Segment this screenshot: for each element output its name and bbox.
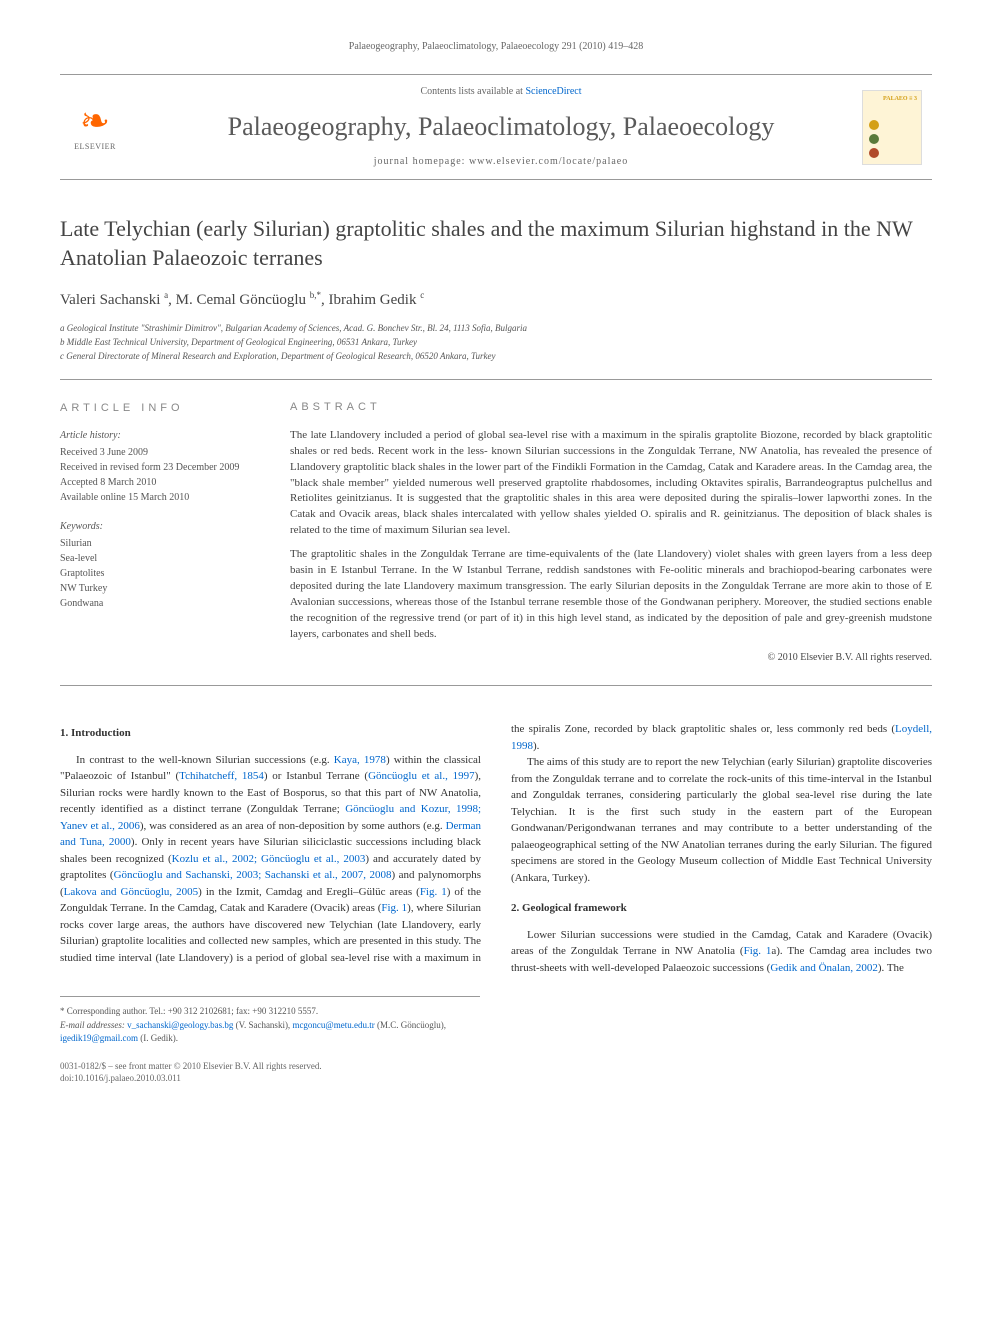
abstract-paragraph: The late Llandovery included a period of…	[290, 428, 932, 540]
affiliation: c General Directorate of Mineral Researc…	[60, 349, 932, 363]
text-run: ).	[533, 740, 539, 752]
cover-dots	[869, 120, 879, 158]
abstract-heading: ABSTRACT	[290, 400, 932, 416]
footer-copyright: 0031-0182/$ – see front matter © 2010 El…	[60, 1060, 932, 1073]
journal-name: Palaeogeography, Palaeoclimatology, Pala…	[160, 109, 842, 145]
text-run: ) or Istanbul Terrane (	[264, 770, 368, 782]
homepage-url[interactable]: www.elsevier.com/locate/palaeo	[469, 156, 628, 167]
masthead-center: Contents lists available at ScienceDirec…	[160, 85, 842, 169]
figure-link[interactable]: Fig. 1	[744, 945, 772, 957]
citation-link[interactable]: Kaya, 1978	[334, 754, 386, 766]
article-title: Late Telychian (early Silurian) graptoli…	[60, 215, 932, 272]
affiliation: a Geological Institute "Strashimir Dimit…	[60, 321, 932, 335]
figure-link[interactable]: Fig. 1	[420, 886, 447, 898]
sciencedirect-link[interactable]: ScienceDirect	[525, 86, 581, 97]
email-name: (I. Gedik).	[138, 1033, 178, 1043]
email-addresses: E-mail addresses: v_sachanski@geology.ba…	[60, 1019, 480, 1046]
contents-line: Contents lists available at ScienceDirec…	[160, 85, 842, 99]
homepage-prefix: journal homepage:	[374, 156, 469, 167]
corresponding-author: * Corresponding author. Tel.: +90 312 21…	[60, 1005, 480, 1019]
elsevier-label: ELSEVIER	[74, 141, 116, 152]
article-info: ARTICLE INFO Article history: Received 3…	[60, 400, 260, 666]
running-head: Palaeogeography, Palaeoclimatology, Pala…	[60, 40, 932, 54]
history-item: Received in revised form 23 December 200…	[60, 460, 260, 475]
keyword: Graptolites	[60, 566, 260, 581]
history-label: Article history:	[60, 428, 260, 443]
info-abstract-row: ARTICLE INFO Article history: Received 3…	[60, 400, 932, 687]
keyword: Sea-level	[60, 551, 260, 566]
email-label: E-mail addresses:	[60, 1020, 127, 1030]
journal-masthead: ❧ ELSEVIER Contents lists available at S…	[60, 74, 932, 180]
history-item: Accepted 8 March 2010	[60, 475, 260, 490]
keyword: NW Turkey	[60, 581, 260, 596]
cover-dot	[869, 120, 879, 130]
keywords: Keywords: Silurian Sea-level Graptolites…	[60, 519, 260, 611]
history-item: Available online 15 March 2010	[60, 490, 260, 505]
authors: Valeri Sachanski a, M. Cemal Göncüoglu b…	[60, 289, 932, 311]
history-item: Received 3 June 2009	[60, 445, 260, 460]
affiliations: a Geological Institute "Strashimir Dimit…	[60, 321, 932, 380]
section-heading-geo: 2. Geological framework	[511, 900, 932, 917]
keyword: Gondwana	[60, 596, 260, 611]
email-name: (M.C. Göncüoglu),	[375, 1020, 446, 1030]
footnotes: * Corresponding author. Tel.: +90 312 21…	[60, 996, 480, 1046]
citation-link[interactable]: Lakova and Göncüoglu, 2005	[64, 886, 199, 898]
body-paragraph: Lower Silurian successions were studied …	[511, 927, 932, 977]
contents-prefix: Contents lists available at	[420, 86, 525, 97]
affiliation: b Middle East Technical University, Depa…	[60, 335, 932, 349]
citation-link[interactable]: Göncüoglu and Sachanski, 2003; Sachanski…	[114, 869, 392, 881]
article-info-heading: ARTICLE INFO	[60, 400, 260, 417]
text-run: In contrast to the well-known Silurian s…	[76, 754, 334, 766]
keywords-label: Keywords:	[60, 519, 260, 534]
citation-link[interactable]: Kozlu et al., 2002; Göncüoglu et al., 20…	[172, 853, 366, 865]
body-paragraph: The aims of this study are to report the…	[511, 754, 932, 886]
figure-link[interactable]: Fig. 1	[381, 902, 407, 914]
email-name: (V. Sachanski),	[233, 1020, 292, 1030]
citation-link[interactable]: Tchihatcheff, 1854	[179, 770, 264, 782]
abstract-paragraph: The graptolitic shales in the Zonguldak …	[290, 547, 932, 643]
keyword: Silurian	[60, 536, 260, 551]
citation-link[interactable]: Gedik and Önalan, 2002	[770, 962, 878, 974]
footer: 0031-0182/$ – see front matter © 2010 El…	[60, 1060, 932, 1085]
text-run: ) in the Izmit, Camdag and Eregli–Gülüc …	[198, 886, 420, 898]
cover-title: PALAEO ≡ 3	[867, 95, 917, 103]
article-history: Article history: Received 3 June 2009 Re…	[60, 428, 260, 505]
abstract-copyright: © 2010 Elsevier B.V. All rights reserved…	[290, 651, 932, 666]
abstract: ABSTRACT The late Llandovery included a …	[290, 400, 932, 666]
section-heading-intro: 1. Introduction	[60, 725, 481, 742]
body-text: 1. Introduction In contrast to the well-…	[60, 721, 932, 976]
email-link[interactable]: igedik19@gmail.com	[60, 1033, 138, 1043]
elsevier-tree-icon: ❧	[80, 103, 110, 139]
elsevier-logo: ❧ ELSEVIER	[60, 90, 130, 165]
email-link[interactable]: v_sachanski@geology.bas.bg	[127, 1020, 233, 1030]
cover-dot	[869, 148, 879, 158]
journal-homepage: journal homepage: www.elsevier.com/locat…	[160, 155, 842, 169]
email-link[interactable]: mcgoncu@metu.edu.tr	[292, 1020, 374, 1030]
text-run: ). The	[878, 962, 904, 974]
footer-doi: doi:10.1016/j.palaeo.2010.03.011	[60, 1072, 932, 1085]
cover-dot	[869, 134, 879, 144]
citation-link[interactable]: Göncüoglu et al., 1997	[368, 770, 475, 782]
journal-cover-thumbnail: PALAEO ≡ 3	[862, 90, 922, 165]
text-run: ), was considered as an area of non-depo…	[140, 820, 446, 832]
